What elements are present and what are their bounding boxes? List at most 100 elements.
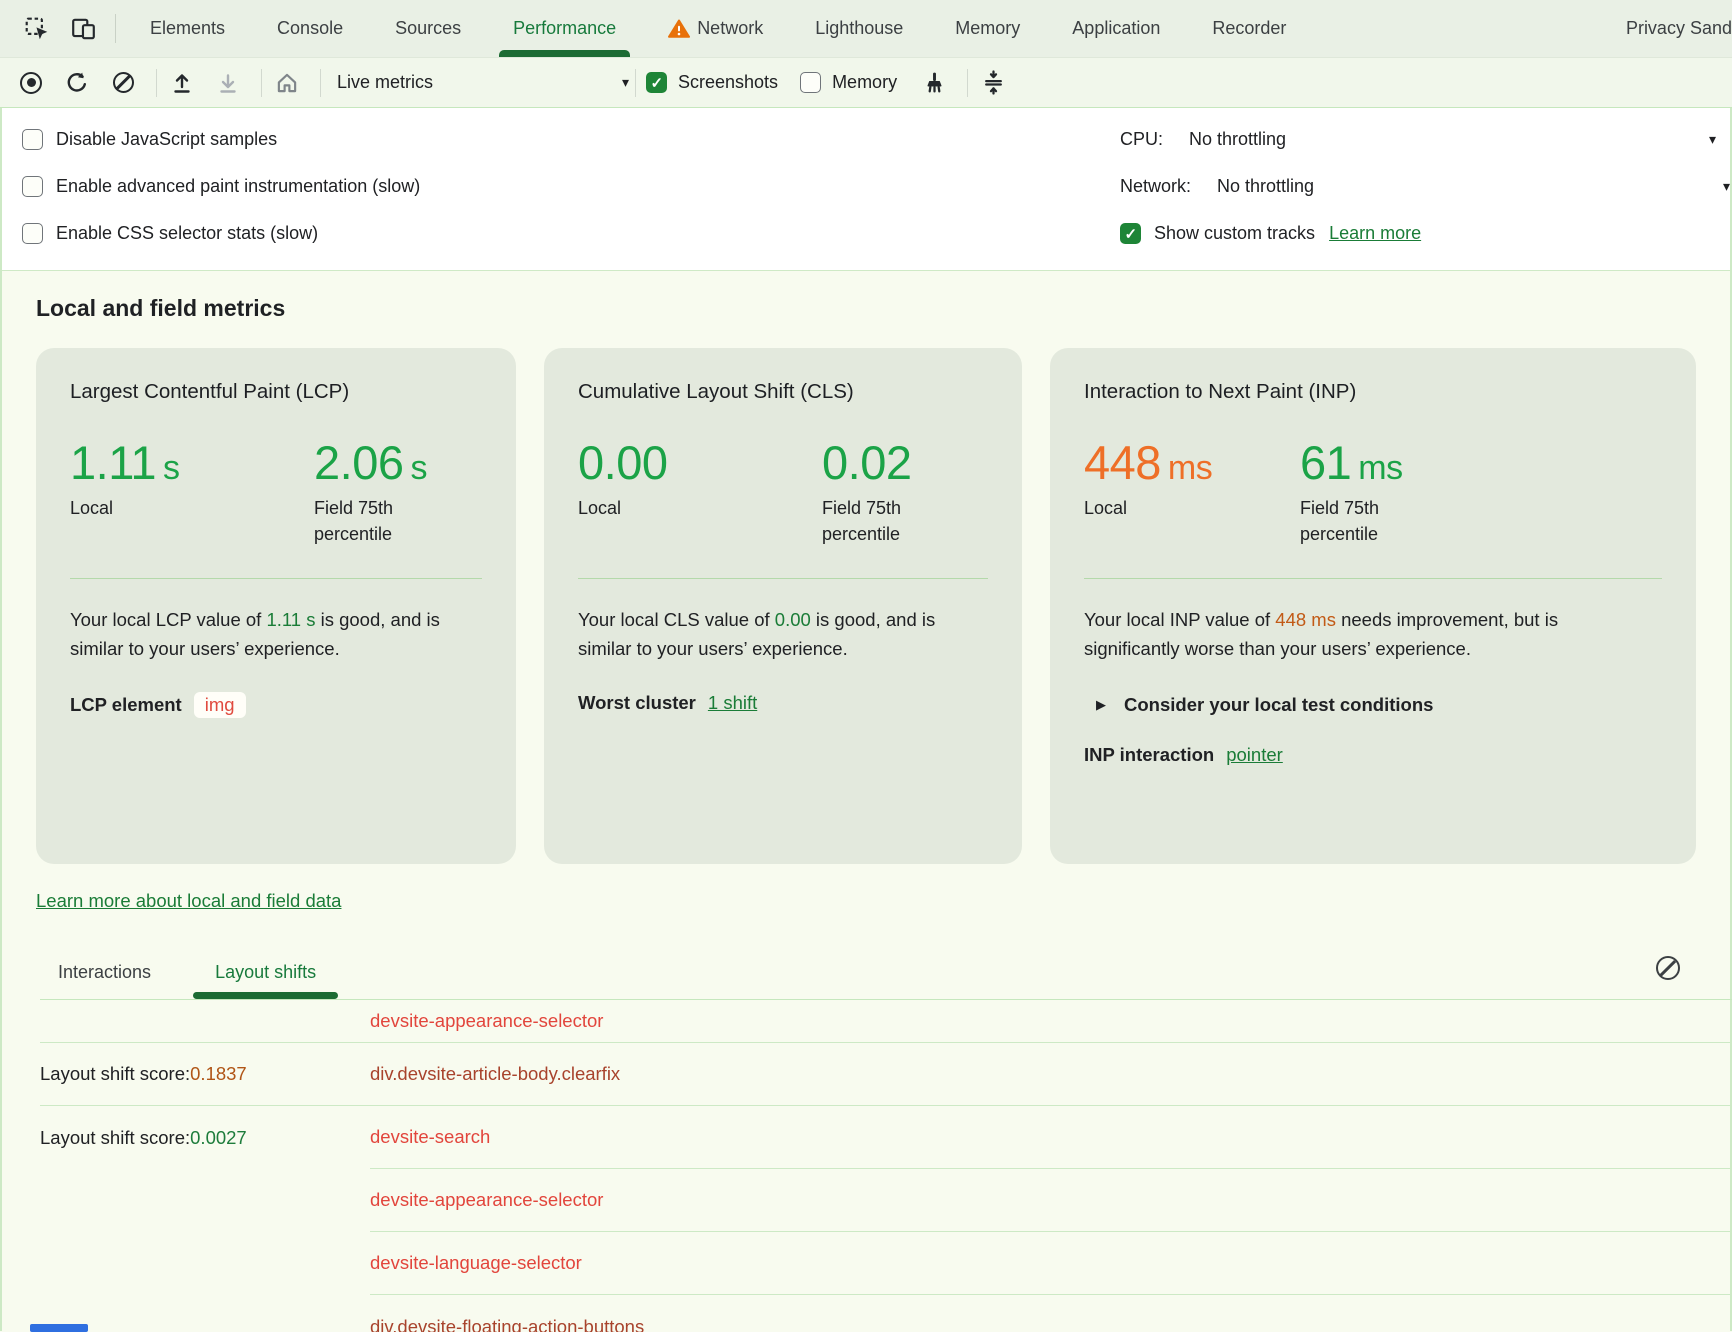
local-value-block: 448 ms Local — [1084, 438, 1300, 548]
worst-cluster-label: Worst cluster — [578, 691, 696, 713]
screenshots-label: Screenshots — [678, 72, 779, 92]
tab-privacy-sandbox[interactable]: Privacy Sand — [1600, 0, 1732, 57]
gc-button[interactable] — [919, 68, 949, 98]
inp-interaction-link[interactable]: pointer — [1226, 743, 1283, 765]
cls-description: Your local CLS value of 0.00 is good, an… — [578, 608, 936, 660]
warning-icon — [668, 19, 691, 38]
home-button[interactable] — [272, 68, 302, 98]
node-link[interactable]: div.devsite-floating-action-buttons — [370, 1315, 645, 1332]
tab-memory[interactable]: Memory — [929, 0, 1046, 57]
save-profile-button[interactable] — [213, 68, 243, 98]
device-toolbar-icon — [72, 18, 95, 39]
field-label: Field 75th percentile — [822, 498, 902, 545]
tab-recorder[interactable]: Recorder — [1186, 0, 1312, 57]
tab-application[interactable]: Application — [1046, 0, 1186, 57]
cls-values: 0.00 Local 0.02 Field 75th percentile — [578, 438, 988, 548]
devtools-tabbar: Elements Console Sources Performance Net… — [0, 0, 1732, 58]
tab-label: Memory — [955, 18, 1021, 38]
field-label: Field 75th percentile — [314, 498, 394, 545]
worst-cluster-link[interactable]: 1 shift — [707, 691, 758, 713]
local-label: Local — [578, 498, 622, 519]
layout-shift-row: devsite-appearance-selector — [40, 1000, 1732, 1043]
tab-network[interactable]: Network — [642, 0, 789, 57]
learn-more-link[interactable]: Learn more — [1329, 223, 1422, 243]
tab-label: Performance — [513, 18, 617, 38]
tab-console[interactable]: Console — [251, 0, 369, 57]
tab-layout-shifts[interactable]: Layout shifts — [193, 962, 339, 999]
capture-settings: Disable JavaScript samples Enable advanc… — [2, 108, 1730, 271]
local-value-block: 1.11 s Local — [70, 438, 314, 548]
chevron-down-icon[interactable]: ▾ — [1708, 131, 1716, 147]
css-selector-stats-checkbox[interactable]: Enable CSS selector stats (slow) — [22, 210, 420, 257]
live-metrics-log: Interactions Layout shifts devsite-appea… — [36, 956, 1732, 1332]
toggle-device-toolbar-button[interactable] — [60, 0, 107, 57]
tab-label: Privacy Sand — [1625, 18, 1732, 38]
tab-interactions[interactable]: Interactions — [58, 962, 173, 999]
learn-more-field-data-link[interactable]: Learn more about local and field data — [36, 890, 342, 911]
tab-label: Lighthouse — [815, 18, 904, 38]
tab-lighthouse[interactable]: Lighthouse — [789, 0, 929, 57]
node-link[interactable]: devsite-language-selector — [370, 1252, 582, 1273]
score-label: Layout shift score: — [40, 1063, 191, 1084]
active-tab-underline — [499, 50, 631, 57]
tab-label: Sources — [395, 18, 462, 38]
node-link[interactable]: devsite-appearance-selector — [370, 1010, 604, 1031]
node-link[interactable]: devsite-search — [370, 1126, 491, 1147]
checkbox-icon — [800, 72, 822, 93]
clear-recordings-button[interactable] — [108, 68, 138, 98]
layout-shift-score: Layout shift score: 0.0027 — [40, 1106, 370, 1169]
advanced-paint-instrumentation-checkbox[interactable]: Enable advanced paint instrumentation (s… — [22, 163, 420, 210]
consider-conditions-disclosure[interactable]: ▶ Consider your local test conditions — [1096, 694, 1662, 716]
history-select[interactable]: Live metrics ▾ — [337, 72, 629, 93]
node-link[interactable]: devsite-appearance-selector — [370, 1189, 604, 1210]
divider — [261, 68, 262, 97]
cls-worst-cluster-row: Worst cluster 1 shift — [578, 692, 988, 714]
cpu-throttling-select[interactable]: No throttling — [1189, 129, 1287, 149]
memory-label: Memory — [832, 72, 898, 92]
score-label: Layout shift score: — [40, 1126, 191, 1148]
reload-and-record-button[interactable] — [62, 68, 92, 98]
inp-interaction-row: INP interaction pointer — [1084, 744, 1662, 766]
load-profile-button[interactable] — [167, 68, 197, 98]
layout-shift-row: Layout shift score: 0.0027 devsite-searc… — [40, 1106, 1732, 1169]
record-button[interactable] — [16, 68, 46, 98]
checkbox-checked-icon[interactable] — [1120, 223, 1141, 244]
page-title: Local and field metrics — [36, 295, 286, 321]
field-label: Field 75th percentile — [1300, 498, 1380, 545]
local-label: Local — [1084, 498, 1128, 519]
chevron-down-icon[interactable]: ▾ — [1722, 178, 1730, 194]
clear-log-icon[interactable] — [1656, 956, 1680, 980]
inp-card: Interaction to Next Paint (INP) 448 ms Lo… — [1050, 348, 1696, 864]
network-throttling-select[interactable]: No throttling — [1217, 176, 1315, 196]
tab-performance[interactable]: Performance — [487, 0, 642, 57]
lcp-element-node-link[interactable]: img — [193, 691, 246, 718]
field-value-block: 61 ms Field 75th percentile — [1300, 438, 1450, 548]
active-tab-underline — [193, 992, 339, 999]
shortcuts-dialog-button[interactable] — [978, 68, 1008, 98]
memory-checkbox[interactable]: Memory — [800, 72, 897, 93]
field-value: 0.02 — [822, 436, 912, 489]
layout-shift-score: Layout shift score: 0.1837 — [40, 1043, 370, 1105]
card-title: Cumulative Layout Shift (CLS) — [578, 380, 854, 403]
node-link[interactable]: div.devsite-article-body.clearfix — [370, 1063, 621, 1084]
tab-label: Network — [697, 18, 764, 38]
tab-label: Elements — [150, 18, 226, 38]
clear-icon — [112, 72, 134, 93]
checkbox-icon — [22, 129, 43, 150]
broom-icon — [927, 72, 942, 93]
performance-panel: Disable JavaScript samples Enable advanc… — [0, 108, 1732, 1332]
screenshots-checkbox[interactable]: Screenshots — [646, 72, 778, 93]
lcp-description: Your local LCP value of 1.11 s is good, … — [70, 608, 440, 660]
tab-sources[interactable]: Sources — [369, 0, 487, 57]
inspect-cursor-icon — [25, 17, 48, 39]
local-value: 448 ms — [1084, 436, 1213, 489]
divider — [578, 577, 988, 579]
divider — [115, 14, 116, 43]
layout-shift-row: Layout shift score: 0.1837 div.devsite-a… — [40, 1043, 1732, 1106]
tab-label: Interactions — [58, 962, 152, 982]
disable-js-samples-checkbox[interactable]: Disable JavaScript samples — [22, 116, 420, 163]
network-throttling-row: Network: No throttling ▾ — [1120, 163, 1730, 210]
inspect-element-button[interactable] — [14, 0, 60, 57]
tab-elements[interactable]: Elements — [124, 0, 251, 57]
